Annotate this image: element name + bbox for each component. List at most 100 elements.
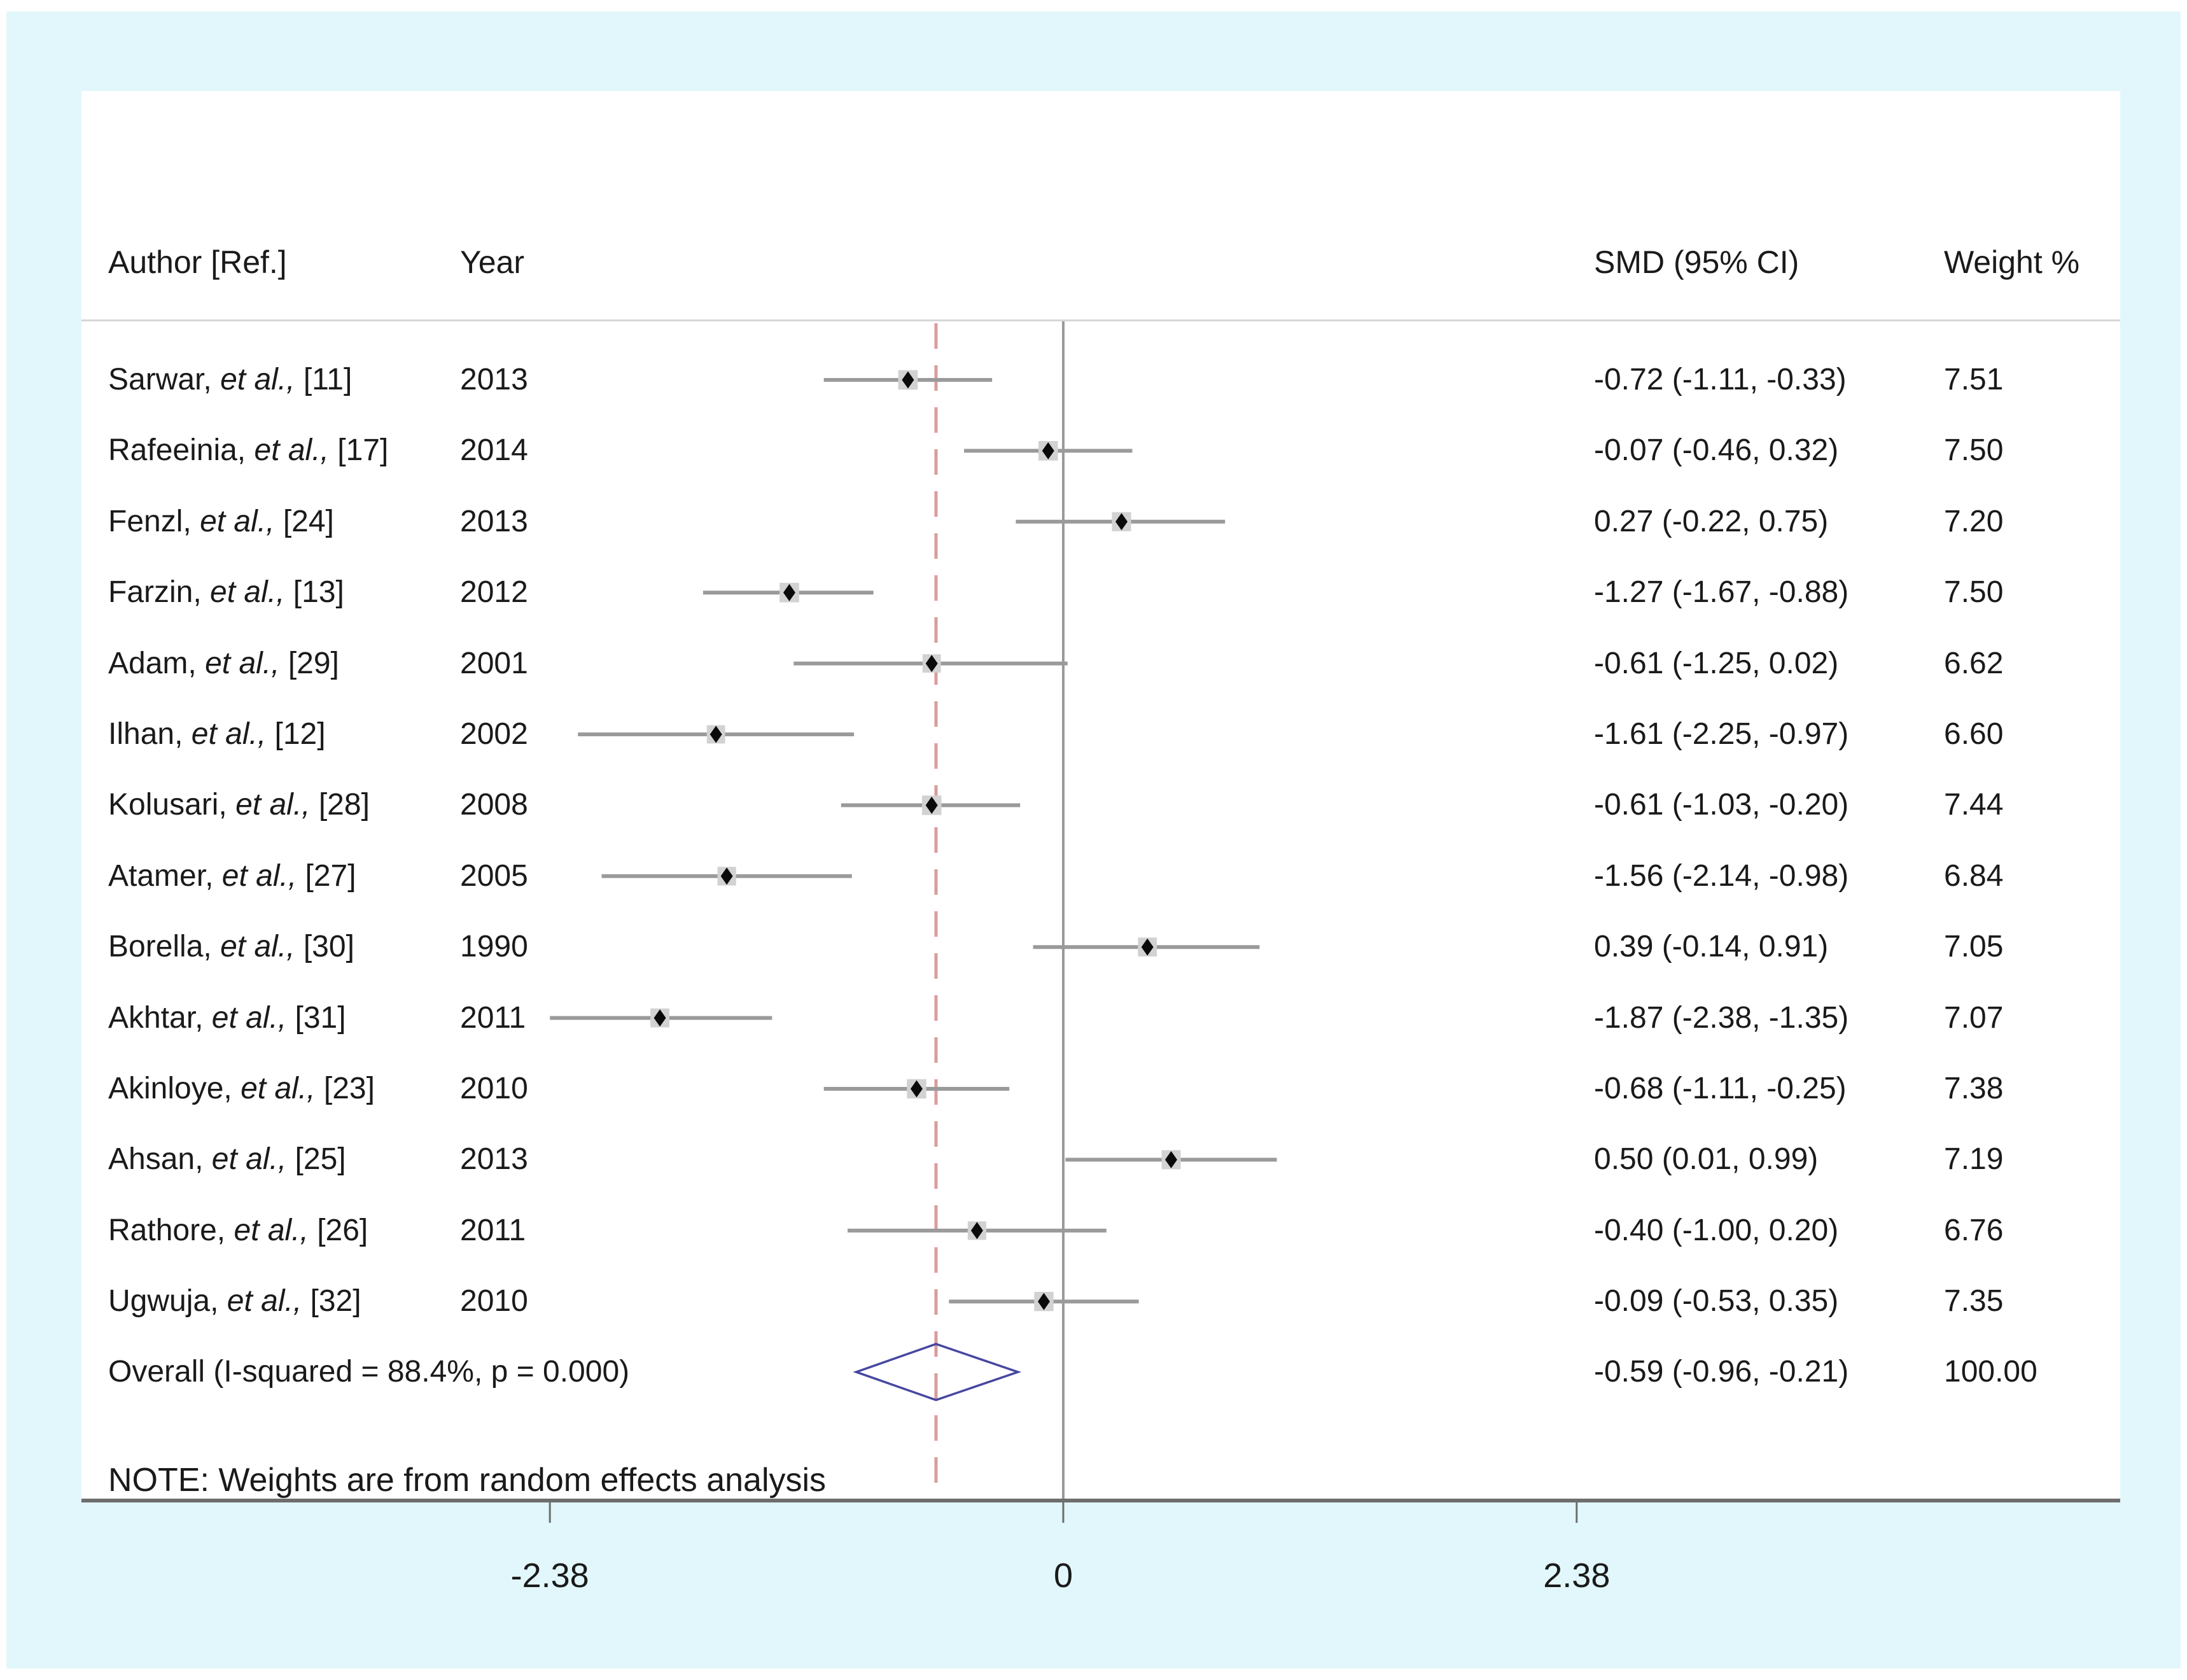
study-row: Rathore, et al., [26] 2011 -0.40 (-1.00,… (0, 1205, 2187, 1256)
study-weight: 7.20 (1944, 504, 2004, 538)
study-weight: 7.51 (1944, 363, 2004, 396)
study-author: Rathore, et al., [26] (108, 1213, 368, 1247)
study-author: Borella, et al., [30] (108, 930, 354, 964)
study-year: 2013 (460, 1142, 528, 1177)
study-year: 1990 (460, 930, 528, 964)
point-estimate-diamond (925, 655, 938, 673)
study-weight: 7.50 (1944, 575, 2004, 610)
overall-label: Overall (I-squared = 88.4%, p = 0.000) (108, 1355, 630, 1389)
study-year: 2005 (460, 858, 528, 893)
point-estimate-diamond (925, 796, 938, 814)
point-estimate-diamond (783, 584, 795, 601)
study-author: Akhtar, et al., [31] (108, 1000, 346, 1035)
study-smd: -1.87 (-2.38, -1.35) (1594, 1000, 1849, 1035)
study-author: Ilhan, et al., [12] (108, 717, 326, 751)
overall-diamond (853, 1343, 1022, 1401)
study-weight: 6.60 (1944, 717, 2004, 751)
study-author: Sarwar, et al., [11] (108, 363, 353, 396)
study-row: Overall (I-squared = 88.4%, p = 0.000) -… (0, 1347, 2187, 1397)
point-estimate-diamond (1115, 513, 1128, 531)
study-row: Farzin, et al., [13] 2012 -1.27 (-1.67, … (0, 567, 2187, 618)
study-year: 2011 (460, 1213, 526, 1247)
study-smd: -0.61 (-1.25, 0.02) (1594, 646, 1839, 680)
study-row: Ilhan, et al., [12] 2002 -1.61 (-2.25, -… (0, 709, 2187, 760)
study-year: 2001 (460, 646, 528, 680)
study-year: 2010 (460, 1284, 528, 1319)
study-smd: -1.27 (-1.67, -0.88) (1594, 575, 1849, 610)
column-header-smd: SMD (95% CI) (1594, 244, 1799, 280)
study-smd: -0.68 (-1.11, -0.25) (1594, 1072, 1847, 1105)
study-smd: -0.09 (-0.53, 0.35) (1594, 1284, 1839, 1319)
study-author: Ugwuja, et al., [32] (108, 1284, 361, 1319)
plot-panel (81, 91, 2120, 1501)
point-estimate-diamond (902, 371, 914, 389)
study-author: Ahsan, et al., [25] (108, 1142, 346, 1177)
study-row: Ugwuja, et al., [32] 2010 -0.09 (-0.53, … (0, 1276, 2187, 1327)
study-weight: 6.76 (1944, 1213, 2004, 1247)
point-estimate-diamond (1042, 442, 1054, 459)
study-year: 2010 (460, 1072, 528, 1105)
study-year: 2013 (460, 504, 528, 538)
study-year: 2014 (460, 433, 528, 468)
study-smd: -0.40 (-1.00, 0.20) (1594, 1213, 1839, 1247)
study-author: Adam, et al., [29] (108, 646, 339, 680)
point-estimate-diamond (1141, 938, 1154, 956)
point-estimate-diamond (970, 1222, 983, 1240)
study-smd: 0.50 (0.01, 0.99) (1594, 1142, 1819, 1177)
study-weight: 7.07 (1944, 1000, 2004, 1035)
study-weight: 7.38 (1944, 1072, 2004, 1105)
x-tick-label: 0 (1053, 1557, 1073, 1595)
point-estimate-diamond (653, 1009, 666, 1027)
study-weight: 7.35 (1944, 1284, 2004, 1319)
study-weight: 7.44 (1944, 788, 2004, 822)
study-row: Akinloye, et al., [23] 2010 -0.68 (-1.11… (0, 1063, 2187, 1114)
study-weight: 100.00 (1944, 1355, 2037, 1389)
study-row: Atamer, et al., [27] 2005 -1.56 (-2.14, … (0, 851, 2187, 902)
point-estimate-diamond (910, 1080, 923, 1098)
study-weight: 6.62 (1944, 646, 2004, 680)
study-weight: 6.84 (1944, 858, 2004, 893)
study-smd: -0.72 (-1.11, -0.33) (1594, 363, 1847, 396)
header-separator (81, 319, 2120, 321)
study-weight: 7.50 (1944, 433, 2004, 468)
study-smd: -1.56 (-2.14, -0.98) (1594, 858, 1849, 893)
study-author: Rafeeinia, et al., [17] (108, 433, 389, 468)
study-smd: -1.61 (-2.25, -0.97) (1594, 717, 1849, 751)
study-row: Adam, et al., [29] 2001 -0.61 (-1.25, 0.… (0, 638, 2187, 689)
point-estimate-diamond (720, 867, 733, 885)
study-weight: 7.19 (1944, 1142, 2004, 1177)
study-author: Atamer, et al., [27] (108, 858, 356, 893)
study-year: 2012 (460, 575, 528, 610)
study-smd: 0.39 (-0.14, 0.91) (1594, 930, 1829, 964)
study-author: Fenzl, et al., [24] (108, 504, 334, 538)
random-effects-note: NOTE: Weights are from random effects an… (108, 1462, 827, 1499)
study-author: Akinloye, et al., [23] (108, 1072, 375, 1105)
study-year: 2008 (460, 788, 528, 822)
study-weight: 7.05 (1944, 930, 2004, 964)
x-tick-label: -2.38 (510, 1557, 589, 1595)
study-row: Borella, et al., [30] 1990 0.39 (-0.14, … (0, 921, 2187, 972)
study-row: Sarwar, et al., [11] 2013 -0.72 (-1.11, … (0, 354, 2187, 405)
study-row: Akhtar, et al., [31] 2011 -1.87 (-2.38, … (0, 993, 2187, 1044)
study-year: 2013 (460, 363, 528, 396)
column-header-year: Year (460, 244, 525, 280)
study-year: 2002 (460, 717, 528, 751)
study-smd: -0.59 (-0.96, -0.21) (1594, 1355, 1849, 1389)
point-estimate-diamond (1037, 1292, 1050, 1310)
x-tick-label: 2.38 (1543, 1557, 1611, 1595)
study-smd: 0.27 (-0.22, 0.75) (1594, 504, 1829, 538)
study-smd: -0.07 (-0.46, 0.32) (1594, 433, 1839, 468)
point-estimate-diamond (709, 725, 722, 743)
column-header-weight: Weight % (1944, 244, 2080, 280)
study-year: 2011 (460, 1000, 526, 1035)
column-header-author: Author [Ref.] (108, 244, 287, 280)
study-row: Fenzl, et al., [24] 2013 0.27 (-0.22, 0.… (0, 496, 2187, 547)
study-row: Kolusari, et al., [28] 2008 -0.61 (-1.03… (0, 780, 2187, 830)
study-row: Rafeeinia, et al., [17] 2014 -0.07 (-0.4… (0, 425, 2187, 476)
study-smd: -0.61 (-1.03, -0.20) (1594, 788, 1849, 822)
study-author: Kolusari, et al., [28] (108, 788, 370, 822)
study-row: Ahsan, et al., [25] 2013 0.50 (0.01, 0.9… (0, 1134, 2187, 1185)
point-estimate-diamond (1165, 1151, 1177, 1168)
